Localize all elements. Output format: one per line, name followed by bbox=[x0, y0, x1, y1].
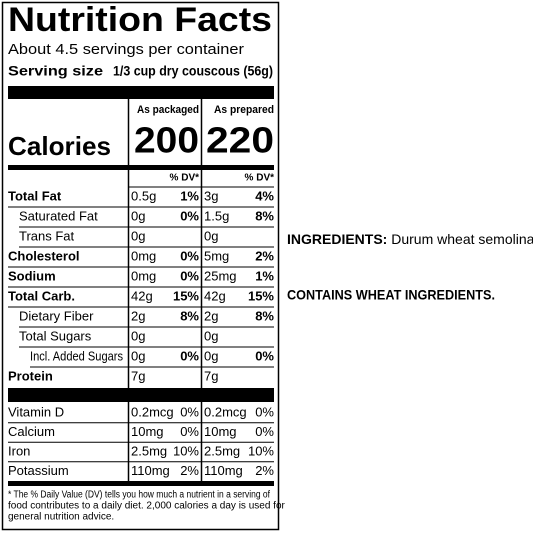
ingredients: INGREDIENTS: Durum wheat semolina. bbox=[287, 231, 533, 247]
amount: 0g bbox=[131, 228, 145, 243]
ingredients-label: INGREDIENTS: bbox=[287, 231, 387, 247]
daily-value: 15% bbox=[248, 288, 274, 303]
daily-value: 0% bbox=[180, 208, 199, 223]
nutrient-name: Trans Fat bbox=[19, 228, 75, 243]
amount: 25mg bbox=[204, 268, 237, 283]
daily-value: 0% bbox=[180, 348, 199, 363]
daily-value: 2% bbox=[180, 463, 199, 478]
amount: 0g bbox=[204, 228, 218, 243]
amount: 0mg bbox=[131, 248, 156, 263]
column-header: As prepared bbox=[214, 104, 274, 116]
amount: 10mg bbox=[131, 424, 164, 439]
daily-value: 8% bbox=[255, 308, 274, 323]
vitamin-name: Vitamin D bbox=[8, 404, 64, 419]
amount: 2g bbox=[204, 308, 218, 323]
thick-rule bbox=[8, 388, 274, 402]
daily-value: 0% bbox=[255, 348, 274, 363]
daily-value: 0% bbox=[255, 424, 274, 439]
amount: 0g bbox=[204, 348, 218, 363]
daily-value: 2% bbox=[255, 463, 274, 478]
calories-value: 200 bbox=[134, 120, 199, 161]
serving-size-label: Serving size bbox=[8, 63, 103, 79]
nutrient-name: Total Carb. bbox=[8, 288, 75, 303]
amount: 0.5g bbox=[131, 188, 156, 203]
amount: 0.2mcg bbox=[204, 404, 247, 419]
amount: 10mg bbox=[204, 424, 237, 439]
allergens: CONTAINS WHEAT INGREDIENTS. bbox=[287, 287, 495, 303]
vitamin-name: Calcium bbox=[8, 424, 55, 439]
amount: 42g bbox=[131, 288, 153, 303]
medium-rule bbox=[8, 165, 274, 170]
daily-value: 10% bbox=[248, 443, 274, 458]
serving-size-value: 1/3 cup dry couscous (56g) bbox=[113, 63, 273, 79]
amount: 110mg bbox=[131, 463, 170, 478]
amount: 0g bbox=[131, 208, 145, 223]
nutrient-name: Total Fat bbox=[8, 188, 62, 203]
amount: 1.5g bbox=[204, 208, 229, 223]
ingredients-text: Durum wheat semolina. bbox=[391, 231, 533, 247]
vitamin-name: Potassium bbox=[8, 463, 69, 478]
footnote: food contributes to a daily diet. 2,000 … bbox=[8, 501, 286, 512]
daily-value: 15% bbox=[173, 288, 199, 303]
dv-header: % DV* bbox=[245, 173, 275, 184]
nutrient-name: Protein bbox=[8, 368, 53, 383]
footnote: * The % Daily Value (DV) tells you how m… bbox=[8, 490, 270, 501]
amount: 7g bbox=[131, 368, 145, 383]
title: Nutrition Facts bbox=[8, 1, 272, 39]
daily-value: 4% bbox=[255, 188, 274, 203]
daily-value: 2% bbox=[255, 248, 274, 263]
nutrient-name: Incl. Added Sugars bbox=[30, 348, 123, 363]
amount: 7g bbox=[204, 368, 218, 383]
vitamin-name: Iron bbox=[8, 443, 30, 458]
amount: 42g bbox=[204, 288, 226, 303]
label-border bbox=[1, 1, 280, 531]
daily-value: 10% bbox=[173, 443, 199, 458]
calories-value: 220 bbox=[206, 120, 274, 161]
daily-value: 0% bbox=[255, 404, 274, 419]
nutrient-name: Cholesterol bbox=[8, 248, 80, 263]
amount: 0mg bbox=[131, 268, 156, 283]
amount: 0.2mcg bbox=[131, 404, 174, 419]
servings: About 4.5 servings per container bbox=[8, 41, 244, 58]
amount: 2.5mg bbox=[204, 443, 240, 458]
amount: 2.5mg bbox=[131, 443, 167, 458]
calories-label: Calories bbox=[8, 131, 111, 161]
amount: 5mg bbox=[204, 248, 229, 263]
nutrient-name: Sodium bbox=[8, 268, 56, 283]
thick-rule bbox=[8, 86, 274, 99]
daily-value: 0% bbox=[180, 424, 199, 439]
amount: 0g bbox=[204, 328, 218, 343]
nutrient-name: Dietary Fiber bbox=[19, 308, 94, 323]
footnote: general nutrition advice. bbox=[8, 512, 114, 523]
dv-header: % DV* bbox=[170, 173, 200, 184]
daily-value: 8% bbox=[255, 208, 274, 223]
column-header: As packaged bbox=[137, 104, 199, 116]
nutrient-name: Saturated Fat bbox=[19, 208, 98, 223]
amount: 3g bbox=[204, 188, 218, 203]
daily-value: 1% bbox=[255, 268, 274, 283]
amount: 110mg bbox=[204, 463, 243, 478]
amount: 2g bbox=[131, 308, 145, 323]
daily-value: 0% bbox=[180, 248, 199, 263]
daily-value: 8% bbox=[180, 308, 199, 323]
daily-value: 1% bbox=[180, 188, 199, 203]
daily-value: 0% bbox=[180, 268, 199, 283]
medium-rule bbox=[8, 481, 274, 486]
nutrient-name: Total Sugars bbox=[19, 328, 92, 343]
amount: 0g bbox=[131, 348, 145, 363]
daily-value: 0% bbox=[180, 404, 199, 419]
amount: 0g bbox=[131, 328, 145, 343]
